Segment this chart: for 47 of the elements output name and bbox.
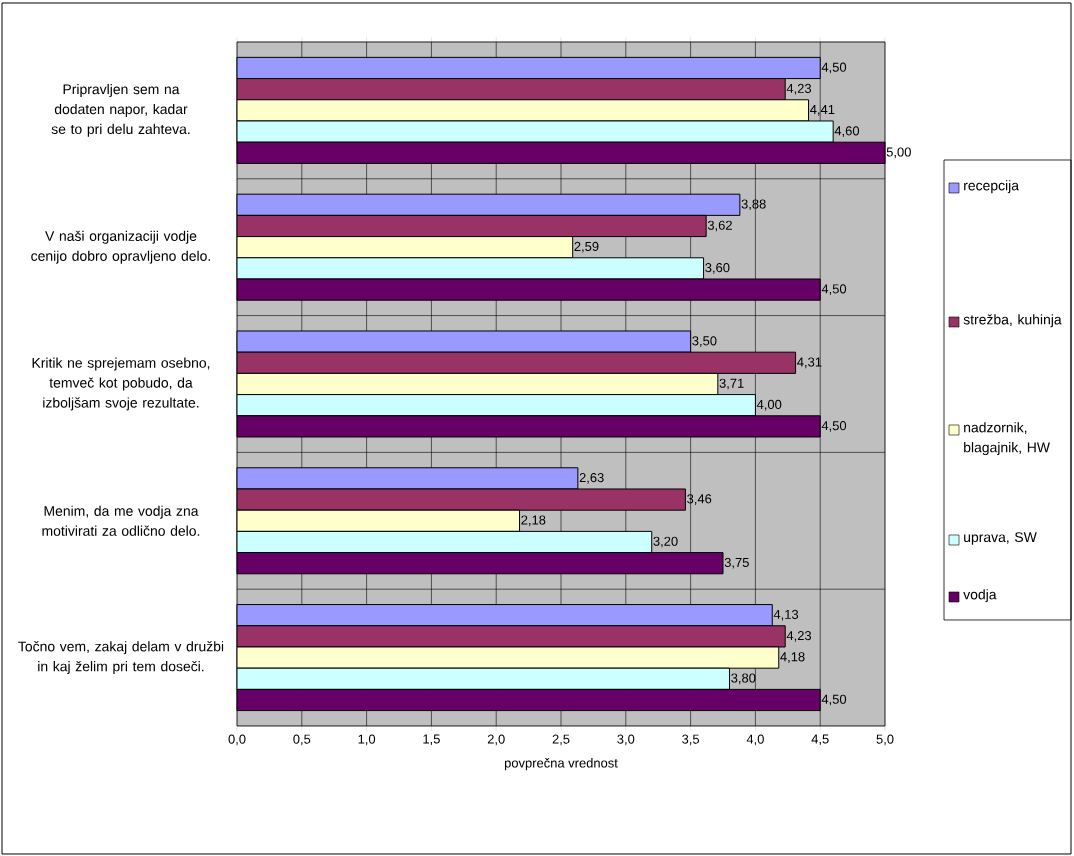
data-label: 4,00 bbox=[756, 399, 782, 411]
data-label: 3,80 bbox=[731, 673, 756, 685]
data-label: 2,63 bbox=[579, 473, 604, 484]
y-tick-label: Menim, da me vodja zna motivirati za odlično delo. bbox=[42, 505, 200, 536]
y-tick-label: Točno vem, zakaj delam v družbi in kaj želim pri tem doseči. bbox=[18, 641, 224, 675]
data-label: 3,20 bbox=[653, 536, 678, 548]
data-label: 4,23 bbox=[786, 631, 812, 642]
x-tick-label: 0,5 bbox=[293, 734, 311, 746]
data-label: 3,50 bbox=[692, 336, 717, 347]
data-label: 4,50 bbox=[821, 62, 847, 74]
data-label: 2,59 bbox=[574, 241, 599, 253]
x-tick-label: 2,5 bbox=[552, 734, 570, 746]
data-label: 3,60 bbox=[705, 263, 730, 274]
x-tick-label: 5,0 bbox=[876, 734, 894, 746]
x-tick-label: 4,0 bbox=[746, 734, 764, 746]
legend-label: uprava, SW bbox=[964, 532, 1037, 545]
x-tick-label: 1,0 bbox=[358, 734, 376, 746]
x-tick-label: 3,0 bbox=[617, 734, 635, 746]
x-tick-label: 1,5 bbox=[423, 734, 440, 746]
data-label: 3,88 bbox=[741, 199, 766, 211]
data-label: 5,00 bbox=[886, 147, 911, 159]
x-tick-label: 2,0 bbox=[487, 734, 505, 746]
x-tick-label: 3,5 bbox=[682, 734, 700, 746]
data-label: 4,18 bbox=[780, 652, 805, 663]
data-label: 3,62 bbox=[707, 220, 732, 232]
y-tick-label: Kritik ne sprejemam osebno, temveč kot pobudo, da izboljšam svoje rezultate. bbox=[32, 357, 210, 411]
data-label: 2,18 bbox=[521, 515, 546, 527]
data-label: 3,46 bbox=[687, 494, 712, 505]
legend-label: strežba, kuhinja bbox=[963, 314, 1062, 328]
data-label: 4,31 bbox=[797, 357, 822, 369]
data-label: 4,50 bbox=[821, 421, 847, 432]
x-axis-title: povprečna vrednost bbox=[504, 758, 618, 771]
legend-label: nadzornik, blagajnik, HW bbox=[964, 422, 1050, 456]
x-tick-label: 0,0 bbox=[228, 734, 246, 746]
data-label: 4,23 bbox=[786, 83, 812, 95]
data-label: 4,41 bbox=[810, 105, 835, 116]
legend-label: vodja bbox=[963, 589, 997, 603]
data-label: 4,50 bbox=[821, 284, 847, 295]
y-tick-label: V naši organizaciji vodje cenijo dobro opravljeno delo. bbox=[31, 230, 210, 264]
x-tick-label: 4,5 bbox=[811, 734, 829, 746]
legend-label: recepcija bbox=[964, 180, 1020, 194]
data-label: 4,50 bbox=[821, 694, 847, 706]
data-label: 3,71 bbox=[719, 378, 744, 390]
data-label: 3,75 bbox=[724, 557, 749, 569]
y-tick-label: Pripravljen sem na dodaten napor, kadar se to pri delu zahteva. bbox=[51, 83, 190, 137]
data-label: 4,13 bbox=[773, 609, 799, 621]
data-label: 4,60 bbox=[834, 126, 860, 137]
